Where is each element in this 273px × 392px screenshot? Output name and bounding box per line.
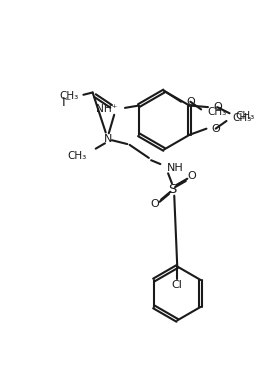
Text: NH: NH: [167, 163, 183, 173]
Text: S: S: [168, 183, 177, 196]
Text: O: O: [188, 171, 196, 181]
Text: O: O: [151, 199, 159, 209]
Text: O: O: [212, 123, 221, 134]
Text: CH₃: CH₃: [236, 111, 255, 122]
Text: CH₃: CH₃: [207, 107, 227, 118]
Text: O: O: [213, 102, 222, 112]
Text: O: O: [186, 97, 195, 107]
Text: CH₃: CH₃: [67, 151, 87, 161]
Text: NH⁺: NH⁺: [96, 104, 117, 114]
Text: I⁻: I⁻: [62, 96, 72, 109]
Text: N: N: [104, 134, 112, 144]
Text: CH₃: CH₃: [233, 113, 252, 123]
Text: CH₃: CH₃: [60, 91, 79, 101]
Text: Cl: Cl: [172, 280, 183, 290]
